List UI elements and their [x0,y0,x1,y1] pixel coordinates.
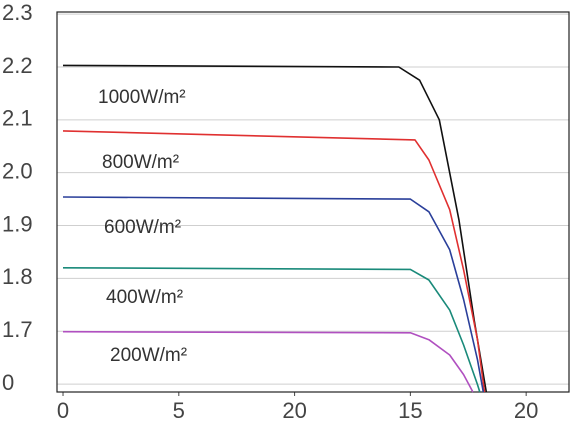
x-tick-label: 20 [514,398,538,423]
series-label: 800W/m² [102,152,179,173]
series-line [62,196,485,393]
y-tick-label: 2.1 [2,106,33,131]
series-label: 200W/m² [110,345,187,366]
series-label: 1000W/m² [98,87,186,108]
series-line [62,267,481,393]
y-tick-label: 1.7 [2,317,33,342]
series-line [62,130,486,393]
y-tick-label: 2.3 [2,0,33,25]
y-tick-label: 1.8 [2,264,33,289]
x-tick-label: 20 [282,398,306,423]
series-line [62,330,474,393]
series-label: 600W/m² [104,217,181,238]
y-tick-label: 0 [2,370,14,395]
y-tick-label: 2.2 [2,53,33,78]
series-label: 400W/m² [106,287,183,308]
x-tick-label: 0 [57,398,69,423]
x-tick-label: 5 [173,398,185,423]
plot-frame [56,11,570,393]
x-tick-label: 15 [398,398,422,423]
y-tick-label: 2.0 [2,158,33,183]
y-tick-label: 1.9 [2,211,33,236]
